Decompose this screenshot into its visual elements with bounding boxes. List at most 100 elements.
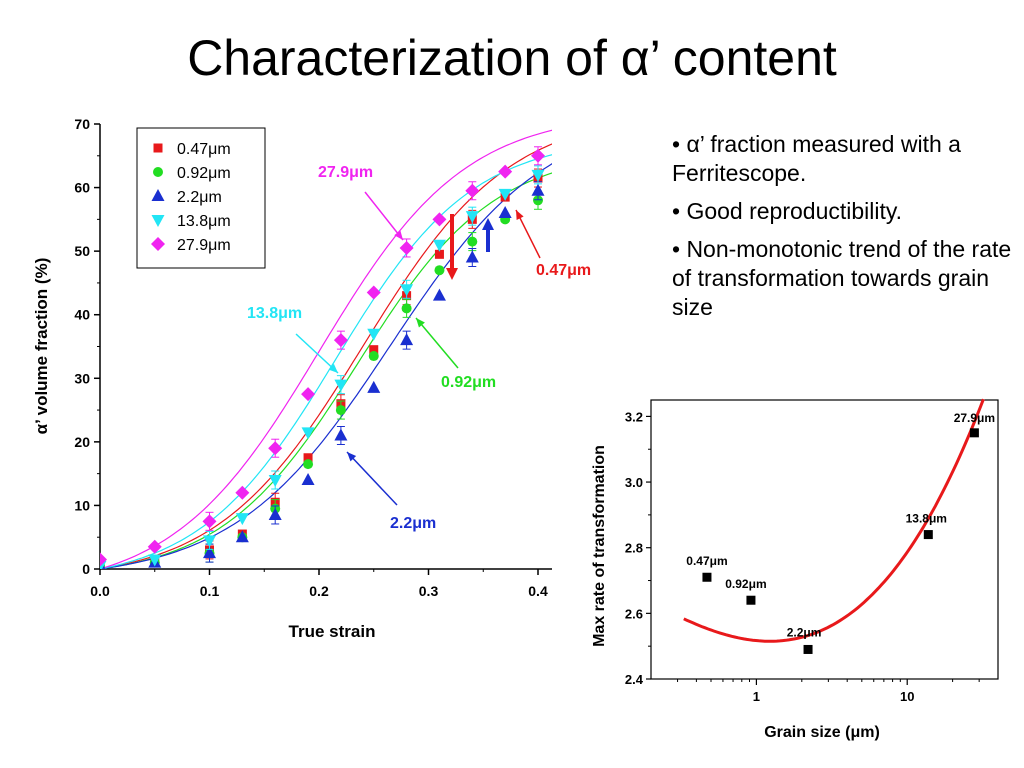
y-axis-label: Max rate of transformation <box>591 445 608 647</box>
data-point <box>268 507 282 520</box>
data-point <box>333 333 348 348</box>
y-tick-label: 3.2 <box>625 409 643 424</box>
data-point <box>467 236 478 247</box>
data-point <box>434 265 445 276</box>
y-tick-label: 60 <box>74 180 90 196</box>
inset-frame <box>650 399 999 680</box>
data-point <box>203 546 216 559</box>
x-tick-label: 0.1 <box>200 583 220 599</box>
data-point <box>153 143 163 153</box>
fit-curve <box>683 398 985 643</box>
y-tick-label: 40 <box>74 307 90 323</box>
annotation-label: 0.92μm <box>441 374 496 391</box>
data-point <box>369 345 379 355</box>
x-axis-label: Grain size (μm) <box>764 724 880 741</box>
annotation-arrowhead <box>394 230 403 240</box>
y-tick-label: 2.8 <box>625 541 643 556</box>
bullet-item: • α’ fraction measured with a Ferritesco… <box>672 131 961 186</box>
point-label: 27.9μm <box>954 411 995 425</box>
data-point <box>702 572 712 582</box>
data-point <box>367 328 381 341</box>
data-point <box>366 285 381 300</box>
annotation-arrow <box>415 317 459 369</box>
data-point <box>151 189 165 201</box>
data-point <box>334 428 348 441</box>
fit-curve <box>100 143 552 569</box>
annotation-label: 13.8μm <box>247 305 302 322</box>
point-label: 0.92μm <box>725 577 766 591</box>
data-point <box>465 211 479 224</box>
y-tick-label: 10 <box>74 497 90 513</box>
data-point <box>202 514 217 529</box>
x-tick-label: 0.3 <box>419 583 439 599</box>
y-tick-label: 20 <box>74 434 90 450</box>
bullet-list: • α’ fraction measured with a Ferritesco… <box>672 130 1017 331</box>
data-point <box>303 459 314 470</box>
y-tick-label: 0 <box>82 561 90 577</box>
y-tick-label: 30 <box>74 370 90 386</box>
annotation-arrowhead <box>328 363 338 373</box>
y-tick-label: 70 <box>74 116 90 132</box>
plot-area <box>100 129 552 569</box>
data-point <box>368 351 379 362</box>
point-label: 13.8μm <box>906 512 947 526</box>
data-point <box>498 164 513 179</box>
data-point <box>531 169 545 182</box>
annotation-label: 27.9μm <box>318 164 373 181</box>
data-point <box>334 379 348 392</box>
data-point <box>268 441 283 456</box>
data-point <box>432 212 447 227</box>
data-point <box>969 428 979 438</box>
fit-curve <box>100 163 552 569</box>
legend-label: 13.8μm <box>177 213 231 230</box>
data-point <box>465 183 480 198</box>
data-point <box>203 535 216 548</box>
data-point <box>531 148 545 163</box>
legend-label: 27.9μm <box>177 237 231 254</box>
y-tick-label: 2.6 <box>625 606 643 621</box>
data-point <box>151 237 165 251</box>
legend-label: 2.2μm <box>177 189 222 206</box>
data-point <box>301 473 315 485</box>
data-point <box>235 513 249 526</box>
data-point <box>268 475 282 487</box>
data-point <box>434 249 444 259</box>
data-point <box>148 554 162 567</box>
data-point <box>303 453 313 463</box>
x-tick-label: 1 <box>753 689 760 704</box>
annotation-arrowhead <box>516 210 524 220</box>
x-tick-label: 0.2 <box>309 583 329 599</box>
annotation-arrow <box>295 333 339 374</box>
y-tick-label: 50 <box>74 243 90 259</box>
point-label: 2.2μm <box>787 625 822 639</box>
annotation-arrowhead <box>347 452 357 462</box>
bullet-item: • Non-monotonic trend of the rate of tra… <box>672 236 1012 320</box>
point-label: 0.47μm <box>686 554 727 568</box>
x-axis-label: True strain <box>289 622 376 641</box>
data-point <box>432 239 446 252</box>
data-point <box>401 303 412 314</box>
legend-label: 0.47μm <box>177 141 231 158</box>
page-title: Characterization of α’ content <box>187 30 837 86</box>
data-point <box>151 215 165 227</box>
y-tick-label: 3.0 <box>625 475 643 490</box>
data-point <box>498 188 512 201</box>
annotation-arrow <box>364 191 404 241</box>
data-point <box>533 195 543 206</box>
data-point <box>335 405 346 416</box>
data-point <box>400 333 414 346</box>
data-point <box>301 427 315 440</box>
y-tick-label: 2.4 <box>625 672 644 687</box>
shift-arrowhead <box>446 268 458 280</box>
fit-curve <box>100 172 552 569</box>
data-point <box>498 206 512 218</box>
data-point <box>147 539 162 554</box>
annotation-arrowhead <box>416 318 425 328</box>
data-point <box>400 284 414 297</box>
data-point <box>301 387 316 402</box>
data-point <box>367 380 381 393</box>
annotation-arrow <box>346 451 398 506</box>
data-point <box>153 167 163 177</box>
data-point <box>235 485 250 500</box>
data-point <box>399 240 414 255</box>
